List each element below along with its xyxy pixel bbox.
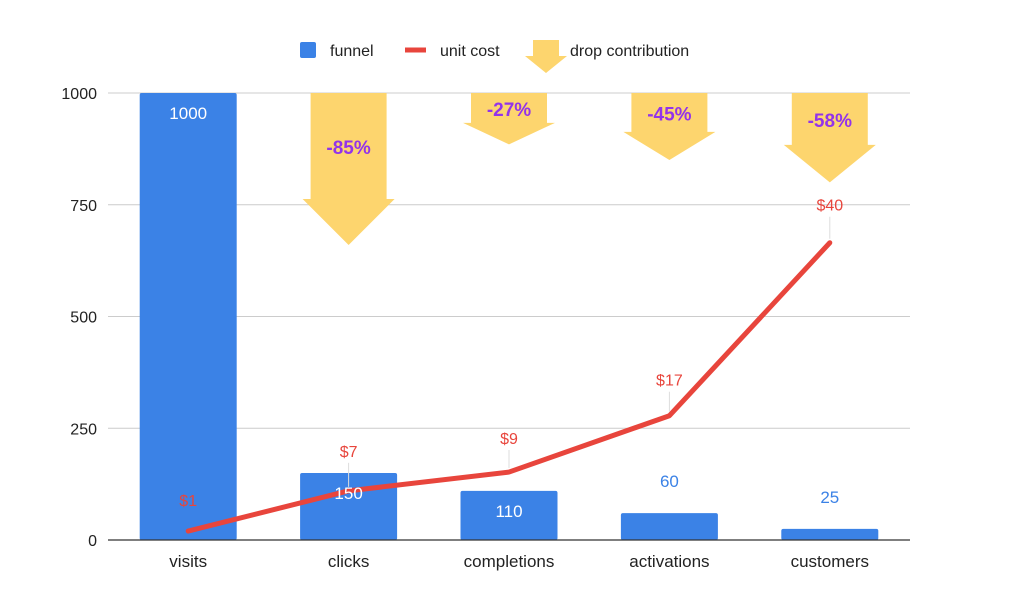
bar-value-label: 150	[334, 484, 362, 503]
unit-cost-label: $9	[500, 431, 518, 448]
bar-completions	[460, 490, 558, 540]
drop-arrow	[783, 93, 876, 183]
y-tick-label: 1000	[61, 86, 97, 103]
unit-cost-point	[347, 489, 351, 493]
unit-cost-label: $1	[179, 493, 197, 510]
drop-arrow-label: -27%	[487, 100, 531, 121]
unit-cost-point	[507, 470, 511, 474]
legend-label-drop-contribution: drop contribution	[570, 43, 689, 60]
bar-value-label: 25	[820, 488, 839, 507]
bar-visits	[139, 93, 237, 540]
legend-swatch-funnel	[300, 42, 316, 58]
unit-cost-point	[186, 529, 190, 533]
y-tick-label: 250	[70, 421, 97, 438]
unit-cost-polyline	[185, 240, 833, 534]
y-tick-label: 0	[88, 533, 97, 550]
bars	[139, 93, 879, 540]
legend-label-unit-cost: unit cost	[440, 43, 500, 60]
x-category-label: activations	[629, 552, 709, 571]
drop-arrows: -85% -27% -45% -58%	[302, 93, 876, 245]
legend-swatch-drop-arrow	[525, 40, 567, 73]
drop-arrow	[623, 93, 716, 161]
x-category-label: visits	[169, 552, 207, 571]
drop-arrow-label: -85%	[326, 138, 370, 159]
y-tick-label: 750	[70, 198, 97, 215]
legend: funnel unit cost drop contribution	[300, 40, 689, 73]
drop-arrow-label: -58%	[808, 111, 852, 132]
drop-arrow	[302, 93, 395, 245]
bar-customers	[781, 528, 879, 540]
unit-cost-label: $17	[656, 373, 683, 390]
data-labels: 1000 150 110 60 25 $1 $7 $9 $17 $40	[169, 104, 843, 521]
y-tick-label: 500	[70, 310, 97, 327]
unit-cost-label: $40	[816, 198, 843, 215]
drop-arrow-label: -45%	[647, 104, 691, 125]
bar-value-label: 60	[660, 472, 679, 491]
unit-cost-point	[667, 414, 671, 418]
x-category-label: customers	[791, 552, 869, 571]
y-axis: 0 250 500 750 1000	[61, 86, 97, 550]
x-category-label: completions	[464, 552, 555, 571]
unit-cost-line	[185, 240, 833, 534]
legend-label-funnel: funnel	[330, 43, 374, 60]
bar-value-label: 110	[495, 502, 522, 521]
x-category-label: clicks	[328, 552, 370, 571]
unit-cost-label: $7	[340, 444, 358, 461]
x-axis: visits clicks completions activations custom…	[108, 539, 910, 571]
bar-value-label: 1000	[169, 104, 207, 123]
bar-activations	[620, 513, 718, 540]
drop-arrow	[463, 93, 555, 145]
unit-cost-point	[828, 241, 832, 245]
